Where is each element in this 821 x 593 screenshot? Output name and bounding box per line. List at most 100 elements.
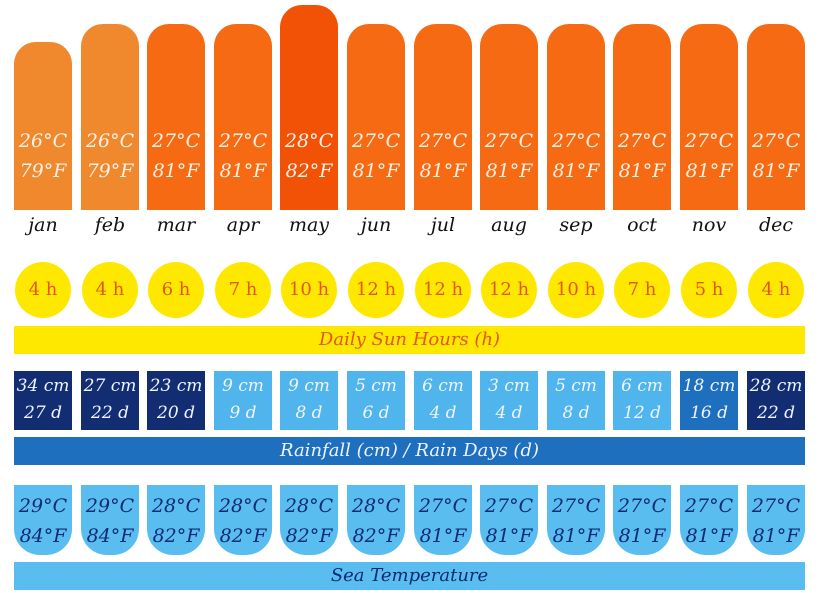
rainfall-cm: 28 cm xyxy=(749,376,803,396)
sea-temp-fahrenheit: 82°F xyxy=(219,525,267,547)
air-temp-celsius: 27°C xyxy=(351,130,401,152)
rain-days: 9 d xyxy=(229,403,257,423)
month-label: nov xyxy=(691,214,727,236)
month-label: may xyxy=(288,214,330,236)
air-temp-label: 27°C 81°F xyxy=(480,126,538,186)
rain-days: 4 d xyxy=(429,403,457,423)
sea-temp-shape: 29°C 84°F xyxy=(81,485,139,555)
rainfall-box: 34 cm 27 d xyxy=(14,371,72,430)
rainfall-title: Rainfall (cm) / Rain Days (d) xyxy=(279,440,539,461)
sea-temp-fahrenheit: 81°F xyxy=(419,525,467,547)
air-temp-bar: 28°C 82°F xyxy=(280,5,338,210)
sun-hours-circle: 4 h xyxy=(748,262,804,318)
sea-temp-shape: 27°C 81°F xyxy=(414,485,472,555)
air-temp-bar: 27°C 81°F xyxy=(480,24,538,210)
sea-temp-celsius: 27°C xyxy=(418,495,468,517)
air-temp-label: 27°C 81°F xyxy=(214,126,272,186)
rainfall-cm: 27 cm xyxy=(83,376,137,396)
air-temp-celsius: 27°C xyxy=(684,130,734,152)
rain-days: 20 d xyxy=(157,403,195,423)
rain-days: 6 d xyxy=(362,403,390,423)
rainfall-cm: 6 cm xyxy=(422,376,464,396)
air-temp-celsius: 26°C xyxy=(18,130,68,152)
sea-temp-fahrenheit: 81°F xyxy=(552,525,600,547)
month-label: apr xyxy=(226,214,260,236)
sun-hours-circle: 5 h xyxy=(681,262,737,318)
sun-hours-circle: 12 h xyxy=(415,262,471,318)
rainfall-box: 28 cm 22 d xyxy=(747,371,805,430)
rain-days: 12 d xyxy=(623,403,661,423)
rainfall-box: 23 cm 20 d xyxy=(147,371,205,430)
month-label: jan xyxy=(28,214,58,236)
rainfall-band: Rainfall (cm) / Rain Days (d) xyxy=(14,437,805,465)
rain-days: 4 d xyxy=(495,403,523,423)
month-label: mar xyxy=(156,214,196,236)
rainfall-cm: 3 cm xyxy=(488,376,530,396)
sea-temp-celsius: 28°C xyxy=(284,495,334,517)
sea-temp-celsius: 27°C xyxy=(551,495,601,517)
sea-temp-celsius: 27°C xyxy=(484,495,534,517)
rainfall-box: 5 cm 6 d xyxy=(347,371,405,430)
sun-hours-circle: 4 h xyxy=(15,262,71,318)
month-label: sep xyxy=(559,214,593,236)
sea-temp-celsius: 27°C xyxy=(684,495,734,517)
sea-temp-fahrenheit: 81°F xyxy=(752,525,800,547)
air-temp-label: 27°C 81°F xyxy=(680,126,738,186)
air-temp-bar: 27°C 81°F xyxy=(747,24,805,210)
sun-hours-circle: 7 h xyxy=(215,262,271,318)
air-temp-label: 27°C 81°F xyxy=(147,126,205,186)
sea-temp-shape: 27°C 81°F xyxy=(547,485,605,555)
rain-days: 22 d xyxy=(757,403,795,423)
air-temp-label: 27°C 81°F xyxy=(747,126,805,186)
rainfall-box: 6 cm 12 d xyxy=(613,371,671,430)
sea-temp-fahrenheit: 81°F xyxy=(618,525,666,547)
air-temp-fahrenheit: 81°F xyxy=(419,160,467,182)
sea-temp-celsius: 29°C xyxy=(85,495,135,517)
month-label: aug xyxy=(491,214,527,236)
air-temp-celsius: 27°C xyxy=(151,130,201,152)
rain-days: 27 d xyxy=(24,403,62,423)
air-temp-bar: 27°C 81°F xyxy=(680,24,738,210)
air-temp-celsius: 27°C xyxy=(418,130,468,152)
air-temp-label: 27°C 81°F xyxy=(547,126,605,186)
air-temp-fahrenheit: 79°F xyxy=(19,160,67,182)
sun-hours-circle: 6 h xyxy=(148,262,204,318)
air-temp-celsius: 28°C xyxy=(284,130,334,152)
air-temp-celsius: 27°C xyxy=(551,130,601,152)
sea-temp-shape: 28°C 82°F xyxy=(214,485,272,555)
sea-temp-celsius: 27°C xyxy=(617,495,667,517)
air-temp-celsius: 27°C xyxy=(218,130,268,152)
air-temp-celsius: 27°C xyxy=(751,130,801,152)
sea-temp-celsius: 27°C xyxy=(751,495,801,517)
air-temp-bar: 27°C 81°F xyxy=(214,24,272,210)
month-label: feb xyxy=(94,214,126,236)
air-temp-celsius: 26°C xyxy=(85,130,135,152)
sun-hours-title: Daily Sun Hours (h) xyxy=(318,329,501,350)
sea-temp-celsius: 28°C xyxy=(351,495,401,517)
sea-temp-fahrenheit: 84°F xyxy=(19,525,67,547)
air-temp-bar: 27°C 81°F xyxy=(147,24,205,210)
sea-temp-celsius: 28°C xyxy=(218,495,268,517)
rainfall-cm: 9 cm xyxy=(288,376,330,396)
sun-hours-circle: 10 h xyxy=(281,262,337,318)
sea-temp-shape: 28°C 82°F xyxy=(147,485,205,555)
rainfall-cm: 9 cm xyxy=(222,376,264,396)
rainfall-box: 9 cm 8 d xyxy=(280,371,338,430)
sea-temp-shape: 27°C 81°F xyxy=(480,485,538,555)
rain-days: 8 d xyxy=(562,403,590,423)
air-temp-fahrenheit: 82°F xyxy=(285,160,333,182)
rainfall-box: 27 cm 22 d xyxy=(81,371,139,430)
sea-temp-shape: 27°C 81°F xyxy=(680,485,738,555)
month-label: jun xyxy=(360,214,392,236)
sun-hours-band: Daily Sun Hours (h) xyxy=(14,326,805,354)
sea-temp-shape: 29°C 84°F xyxy=(14,485,72,555)
rain-days: 16 d xyxy=(690,403,728,423)
sun-hours-circle: 12 h xyxy=(348,262,404,318)
air-temp-fahrenheit: 81°F xyxy=(152,160,200,182)
sea-temp-fahrenheit: 84°F xyxy=(86,525,134,547)
rainfall-cm: 6 cm xyxy=(621,376,663,396)
sun-hours-circle: 7 h xyxy=(614,262,670,318)
rain-days: 22 d xyxy=(91,403,129,423)
sea-temperature-band: Sea Temperature xyxy=(14,562,805,590)
air-temp-fahrenheit: 81°F xyxy=(485,160,533,182)
